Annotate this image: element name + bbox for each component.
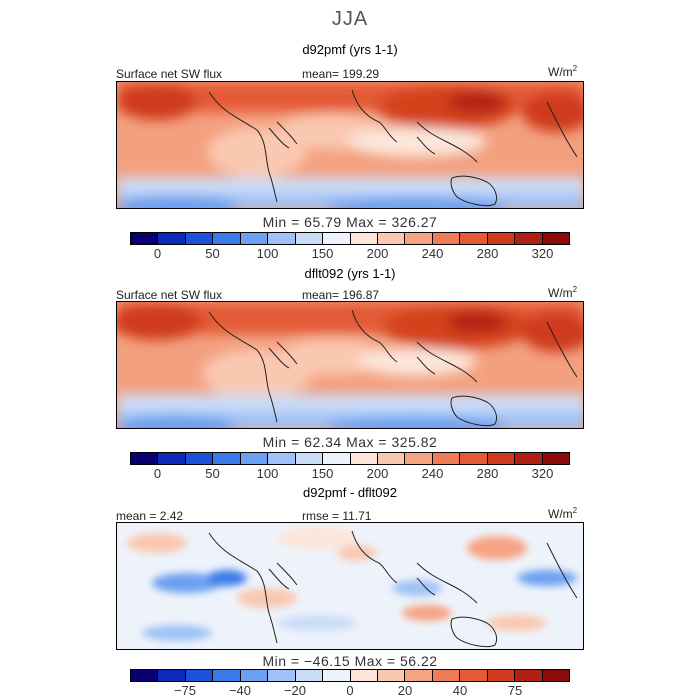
panel-2-units: W/m2 [548,285,578,300]
panel-1-map [116,81,584,209]
panel-1-map-svg [117,82,583,208]
colorbar-swatch [268,453,296,464]
colorbar-tick-label: 50 [205,246,220,261]
season-title: JJA [331,8,369,30]
colorbar-tick-label: 280 [476,246,499,261]
colorbar-swatch [487,233,516,244]
colorbar-swatch [460,233,488,244]
colorbar-swatch [432,670,461,681]
colorbar-swatch [405,670,433,681]
panel-3-colorbar-ticks: −75 −40 −20 0 20 40 75 [0,683,700,700]
colorbar-swatch [185,670,214,681]
colorbar-tick-label: −20 [283,683,307,698]
panel-1-colorbar [130,232,570,245]
colorbar-swatch [487,670,516,681]
colorbar-swatch [515,453,543,464]
colorbar-swatch [515,670,543,681]
colorbar-tick-label: 280 [476,466,499,481]
colorbar-swatch [295,233,324,244]
colorbar-swatch [460,453,488,464]
panel-2-map-svg [117,302,583,428]
colorbar-swatch [323,233,351,244]
colorbar-tick-label: 75 [507,683,523,698]
panel-2-mean-label: mean= 196.87 [302,288,380,302]
colorbar-swatch [350,670,378,681]
colorbar-tick-label: 200 [366,246,389,261]
colorbar-swatch [405,233,433,244]
colorbar-swatch [185,233,214,244]
colorbar-swatch [268,670,296,681]
colorbar-tick-label: 150 [311,466,334,481]
colorbar-tick-label: 50 [205,466,220,481]
panel-3-rmse-label: rmse = 11.71 [302,509,372,523]
panel-1-minmax: Min = 65.79 Max = 326.27 [262,214,438,230]
panel-3-minmax: Min = −46.15 Max = 56.22 [262,653,438,669]
colorbar-swatch [240,233,269,244]
colorbar-swatch [158,670,186,681]
colorbar-tick-label: 20 [397,683,413,698]
colorbar-swatch [131,453,159,464]
panel-1-units: W/m2 [548,64,578,79]
colorbar-swatch [131,670,159,681]
colorbar-swatch [350,453,378,464]
panel-3-map-svg [117,523,583,649]
colorbar-swatch [487,453,516,464]
colorbar-swatch [323,453,351,464]
panel-1-variable-label: Surface net SW flux [116,67,223,81]
colorbar-swatch [377,453,406,464]
panel-2-minmax: Min = 62.34 Max = 325.82 [262,434,438,450]
colorbar-tick-label: 0 [153,466,162,481]
colorbar-swatch [158,453,186,464]
colorbar-swatch [432,233,461,244]
colorbar-swatch [542,233,569,244]
colorbar-swatch [213,453,241,464]
panel-2-variable-label: Surface net SW flux [116,288,223,302]
panel-2-map [116,301,584,429]
colorbar-tick-label: 150 [311,246,334,261]
colorbar-tick-label: 240 [421,246,444,261]
panel-3-title: d92pmf - dflt092 [303,485,397,500]
panel-3-units: W/m2 [548,506,578,521]
colorbar-tick-label: 0 [153,246,162,261]
colorbar-swatch [460,670,488,681]
panel-3-mean-label: mean = 2.42 [116,509,184,523]
colorbar-tick-label: 100 [256,246,279,261]
colorbar-swatch [268,233,296,244]
panel-2-colorbar [130,452,570,465]
panel-1-title: d92pmf (yrs 1-1) [302,42,398,57]
colorbar-swatch [295,453,324,464]
colorbar-tick-label: 240 [421,466,444,481]
colorbar-swatch [515,233,543,244]
colorbar-swatch [213,233,241,244]
colorbar-tick-label: 0 [346,683,354,698]
panel-3-map [116,522,584,650]
colorbar-swatch [377,670,406,681]
colorbar-tick-label: 200 [366,466,389,481]
colorbar-swatch [542,670,569,681]
colorbar-swatch [158,233,186,244]
colorbar-swatch [432,453,461,464]
panel-1-mean-label: mean= 199.29 [302,67,380,81]
colorbar-swatch [405,453,433,464]
panel-2-title: dflt092 (yrs 1-1) [304,266,396,281]
colorbar-swatch [350,233,378,244]
colorbar-tick-label: 320 [531,246,554,261]
colorbar-swatch [377,233,406,244]
colorbar-swatch [131,233,159,244]
colorbar-swatch [542,453,569,464]
colorbar-swatch [240,453,269,464]
colorbar-swatch [295,670,324,681]
colorbar-swatch [240,670,269,681]
colorbar-swatch [185,453,214,464]
colorbar-tick-label: 100 [256,466,279,481]
colorbar-tick-label: −75 [173,683,197,698]
colorbar-tick-label: −40 [228,683,252,698]
colorbar-tick-label: 320 [531,466,554,481]
colorbar-swatch [213,670,241,681]
panel-1-colorbar-ticks: 0 50 100 150 200 240 280 320 [0,246,700,264]
panel-3-colorbar [130,669,570,682]
panel-2-colorbar-ticks: 0 50 100 150 200 240 280 320 [0,466,700,484]
colorbar-tick-label: 40 [452,683,468,698]
colorbar-swatch [323,670,351,681]
